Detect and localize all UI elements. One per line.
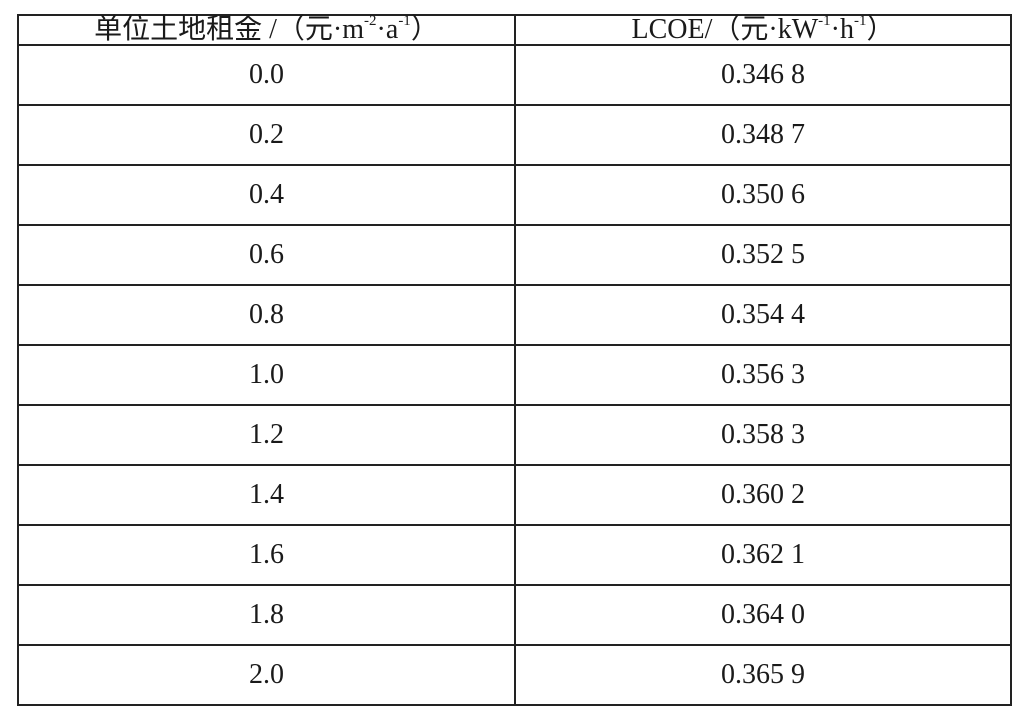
- table-row: 0.4 0.350 6: [17, 164, 1012, 226]
- header-lcoe-sup-h: -1: [853, 13, 867, 29]
- land-rent-cell: 1.6: [17, 524, 516, 586]
- header-row: 单位土地租金 /（元·m-2·a-1） LCOE/（元·kW-1·h-1）: [17, 13, 1012, 46]
- header-land-rent-sup-m: -2: [364, 13, 377, 29]
- table-row: 0.6 0.352 5: [17, 224, 1012, 286]
- lcoe-cell: 0.346 8: [514, 44, 1012, 106]
- land-rent-cell: 1.4: [17, 464, 516, 526]
- header-lcoe-mid: ·h: [830, 14, 854, 45]
- lcoe-cell: 0.358 3: [514, 404, 1012, 466]
- land-rent-cell: 1.2: [17, 404, 516, 466]
- data-table-container: 单位土地租金 /（元·m-2·a-1） LCOE/（元·kW-1·h-1） 0.…: [17, 14, 1012, 706]
- lcoe-cell: 0.356 3: [514, 344, 1012, 406]
- land-rent-cell: 1.0: [17, 344, 516, 406]
- table-row: 2.0 0.365 9: [17, 644, 1012, 706]
- table-row: 0.0 0.346 8: [17, 44, 1012, 106]
- table-row: 1.2 0.358 3: [17, 404, 1012, 466]
- land-rent-cell: 0.2: [17, 104, 516, 166]
- land-rent-cell: 0.4: [17, 164, 516, 226]
- lcoe-cell: 0.348 7: [514, 104, 1012, 166]
- rent-lcoe-table: 单位土地租金 /（元·m-2·a-1） LCOE/（元·kW-1·h-1） 0.…: [17, 14, 1012, 706]
- lcoe-cell: 0.364 0: [514, 584, 1012, 646]
- land-rent-cell: 1.8: [17, 584, 516, 646]
- header-land-rent-end: ）: [410, 14, 439, 45]
- table-row: 0.2 0.348 7: [17, 104, 1012, 166]
- header-lcoe-sup-kw: -1: [818, 13, 831, 29]
- land-rent-cell: 2.0: [17, 644, 516, 706]
- header-land-rent: 单位土地租金 /（元·m-2·a-1）: [17, 13, 516, 46]
- lcoe-cell: 0.352 5: [514, 224, 1012, 286]
- land-rent-cell: 0.8: [17, 284, 516, 346]
- table-row: 1.6 0.362 1: [17, 524, 1012, 586]
- header-lcoe-end: ）: [866, 14, 895, 45]
- header-land-rent-mid: ·a: [376, 14, 399, 45]
- table-row: 1.0 0.356 3: [17, 344, 1012, 406]
- header-land-rent-label: 单位土地租金 /（元·m: [94, 14, 365, 45]
- table-row: 0.8 0.354 4: [17, 284, 1012, 346]
- table-row: 1.8 0.364 0: [17, 584, 1012, 646]
- lcoe-cell: 0.362 1: [514, 524, 1012, 586]
- land-rent-cell: 0.6: [17, 224, 516, 286]
- header-lcoe: LCOE/（元·kW-1·h-1）: [514, 13, 1012, 46]
- lcoe-cell: 0.350 6: [514, 164, 1012, 226]
- lcoe-cell: 0.354 4: [514, 284, 1012, 346]
- lcoe-cell: 0.360 2: [514, 464, 1012, 526]
- lcoe-cell: 0.365 9: [514, 644, 1012, 706]
- land-rent-cell: 0.0: [17, 44, 516, 106]
- header-lcoe-label: LCOE/（元·kW: [631, 14, 819, 45]
- table-row: 1.4 0.360 2: [17, 464, 1012, 526]
- header-land-rent-sup-a: -1: [398, 13, 411, 29]
